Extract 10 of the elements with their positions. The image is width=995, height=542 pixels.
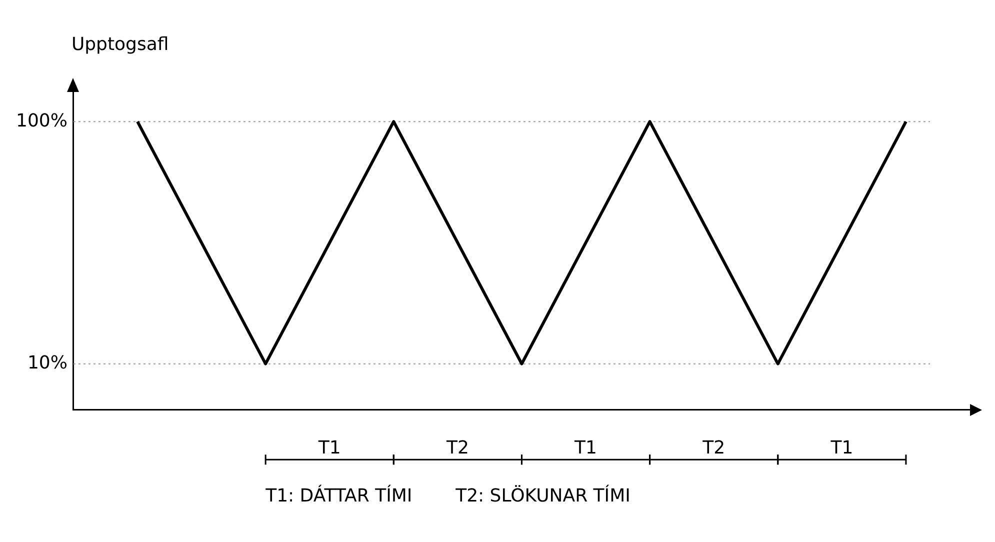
text: T1 — [830, 438, 854, 459]
text: T1 — [317, 438, 341, 459]
text: T1: DÁTTAR TÍMI — [264, 484, 412, 507]
y-tick-label: 100% — [16, 110, 68, 132]
y-axis-title: Upptogsafl — [71, 34, 169, 55]
text: T2 — [702, 438, 726, 459]
text: T1 — [574, 438, 597, 459]
y-tick-label: 10% — [27, 352, 68, 374]
text: T2: SLÖKUNAR TÍMI — [454, 484, 630, 507]
text: T2 — [445, 438, 469, 459]
